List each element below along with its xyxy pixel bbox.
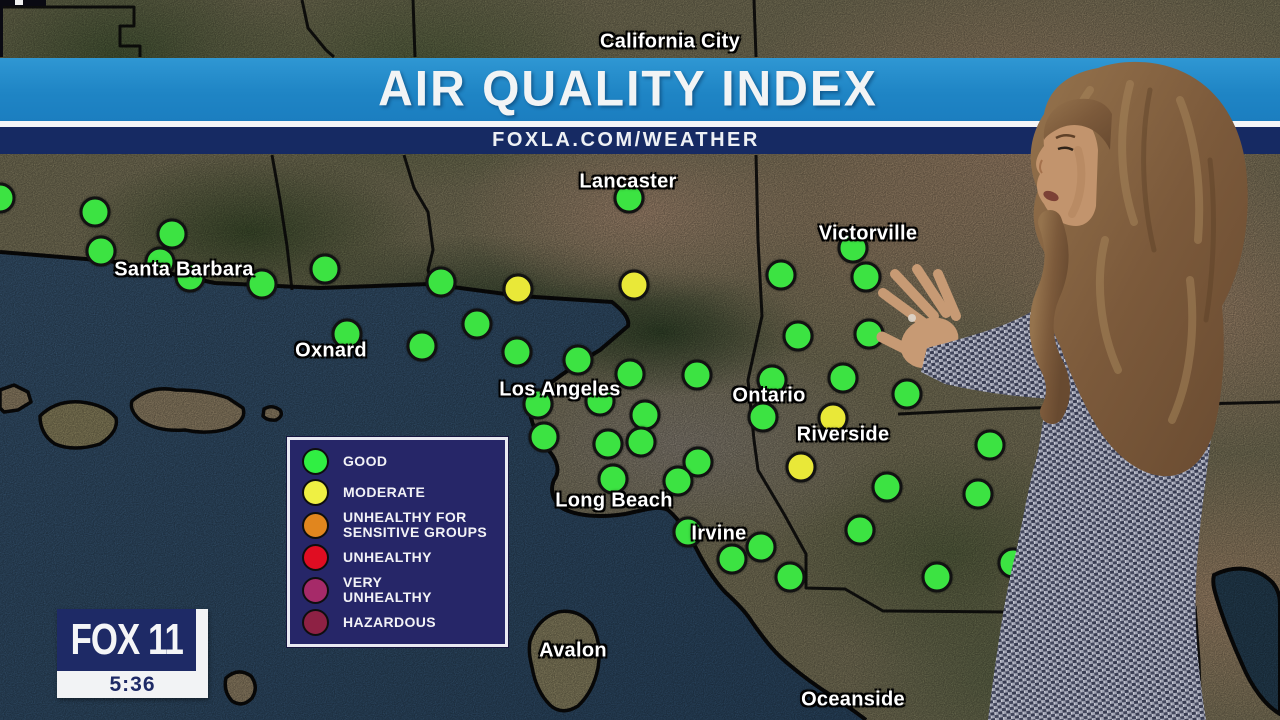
- aqi-station-dot-good: [79, 196, 111, 228]
- aqi-station-dot-good: [144, 246, 176, 278]
- station-bug: FOX 11 5:36: [57, 609, 208, 698]
- aqi-station-dot-good: [871, 471, 903, 503]
- aqi-station-dot-good: [331, 318, 363, 350]
- aqi-station-dot-good: [461, 308, 493, 340]
- legend-item: UNHEALTHY: [302, 544, 505, 571]
- aqi-station-dot-good: [747, 401, 779, 433]
- aqi-station-dot-good: [850, 261, 882, 293]
- aqi-station-dot-good: [682, 446, 714, 478]
- legend-color-swatch: [302, 448, 329, 475]
- city-label: Los Angeles: [499, 378, 621, 401]
- city-label: Riverside: [796, 423, 890, 446]
- aqi-station-dot-good: [592, 428, 624, 460]
- legend-item: HAZARDOUS: [302, 609, 505, 636]
- top-left-notch: [15, 0, 23, 5]
- aqi-station-dot-good: [782, 320, 814, 352]
- legend-item: VERY UNHEALTHY: [302, 575, 505, 605]
- city-label: Irvine: [691, 522, 747, 545]
- eye: [1057, 146, 1074, 152]
- aqi-station-dot-good: [891, 378, 923, 410]
- fox11-logo-text: FOX 11: [70, 615, 183, 664]
- clock-time: 5:36: [109, 672, 156, 696]
- aqi-station-dot-good: [765, 259, 797, 291]
- aqi-legend: GOOD MODERATE UNHEALTHY FOR SENSITIVE GROU…: [287, 437, 508, 647]
- aqi-station-dot-moderate: [817, 402, 849, 434]
- legend-color-swatch: [302, 609, 329, 636]
- aqi-station-dot-good: [745, 531, 777, 563]
- top-left-strip: [0, 0, 46, 6]
- aqi-station-dot-good: [662, 465, 694, 497]
- hair-front-strand: [1029, 210, 1070, 424]
- mouth: [1043, 190, 1059, 202]
- city-label: Avalon: [539, 639, 607, 662]
- aqi-station-dot-good: [156, 218, 188, 250]
- aqi-station-dot-good: [501, 336, 533, 368]
- aqi-station-dot-good: [246, 268, 278, 300]
- aqi-station-dot-moderate: [502, 273, 534, 305]
- city-label: Ontario: [732, 384, 806, 407]
- city-label: Oxnard: [295, 339, 367, 362]
- nose-shadow: [1039, 159, 1043, 174]
- page-title: AIR QUALITY INDEX: [378, 61, 878, 118]
- legend-label: UNHEALTHY: [343, 549, 432, 565]
- aqi-station-dot-good: [522, 388, 554, 420]
- aqi-station-dot-good: [827, 362, 859, 394]
- city-label: Oceanside: [801, 688, 905, 711]
- aqi-station-dot-moderate: [618, 269, 650, 301]
- aqi-station-dot-good: [681, 359, 713, 391]
- aqi-station-dot-good: [406, 330, 438, 362]
- legend-label: MODERATE: [343, 484, 426, 500]
- legend-color-swatch: [302, 511, 329, 539]
- aqi-station-dot-good: [85, 235, 117, 267]
- aqi-station-dot-good: [613, 182, 645, 214]
- legend-item: MODERATE: [302, 479, 505, 506]
- ring: [908, 314, 916, 322]
- aqi-station-dot-good: [716, 543, 748, 575]
- legend-label: HAZARDOUS: [343, 614, 437, 630]
- aqi-station-dot-good: [756, 364, 788, 396]
- legend-color-swatch: [302, 479, 329, 506]
- city-label: Lancaster: [579, 170, 677, 193]
- aqi-station-dot-good: [625, 426, 657, 458]
- aqi-station-dot-good: [425, 266, 457, 298]
- legend-color-swatch: [302, 576, 329, 604]
- city-label: Santa Barbara: [114, 258, 254, 281]
- legend-label: GOOD: [343, 453, 388, 469]
- aqi-station-dot-good: [584, 385, 616, 417]
- aqi-station-dot-good: [774, 561, 806, 593]
- aqi-station-dot-good: [309, 253, 341, 285]
- aqi-station-dot-good: [562, 344, 594, 376]
- legend-label: UNHEALTHY FOR SENSITIVE GROUPS: [343, 509, 488, 540]
- hair-fringe: [1043, 98, 1112, 150]
- fox11-logo: FOX 11: [57, 609, 196, 671]
- aqi-station-dot-moderate: [785, 451, 817, 483]
- aqi-station-dot-good: [614, 358, 646, 390]
- city-label: California City: [599, 30, 741, 53]
- aqi-station-dot-good: [921, 561, 953, 593]
- legend-label: VERY UNHEALTHY: [343, 574, 432, 605]
- aqi-station-dot-good: [974, 429, 1006, 461]
- website-url: FOXLA.COM/WEATHER: [492, 129, 760, 151]
- aqi-station-dot-good: [174, 261, 206, 293]
- aqi-station-dot-good: [528, 421, 560, 453]
- city-label: Victorville: [818, 222, 918, 245]
- aqi-station-dot-good: [837, 232, 869, 264]
- aqi-station-dot-good: [844, 514, 876, 546]
- left-edge-strip: [0, 0, 3, 57]
- city-label: Long Beach: [555, 489, 673, 512]
- aqi-station-dot-good: [672, 516, 704, 548]
- legend-item: UNHEALTHY FOR SENSITIVE GROUPS: [302, 510, 505, 540]
- legend-color-swatch: [302, 544, 329, 571]
- eyebrow: [1055, 134, 1076, 140]
- aqi-station-dot-good: [962, 478, 994, 510]
- aqi-station-dot-good: [597, 463, 629, 495]
- cheek-shading: [1068, 146, 1086, 218]
- legend-item: GOOD: [302, 448, 505, 475]
